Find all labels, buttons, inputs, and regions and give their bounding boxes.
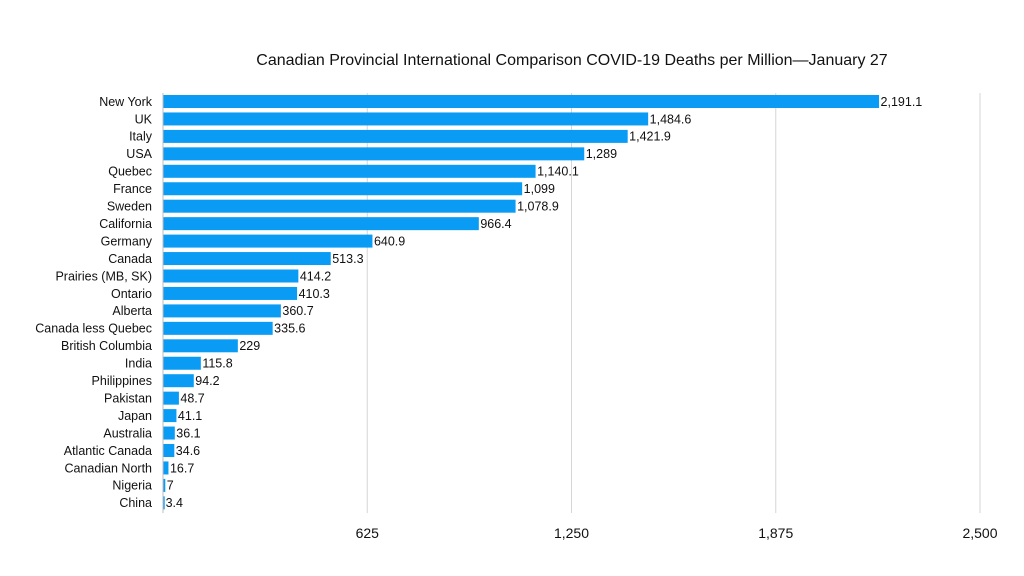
category-label: USA <box>126 147 152 161</box>
bar <box>163 147 585 161</box>
value-label: 640.9 <box>374 234 405 248</box>
value-label: 7 <box>167 479 174 493</box>
category-label: Japan <box>118 409 152 423</box>
value-label: 1,078.9 <box>517 200 559 214</box>
value-label: 229 <box>239 339 260 353</box>
value-label: 2,191.1 <box>881 95 923 109</box>
bar <box>163 339 238 353</box>
category-label: Atlantic Canada <box>64 444 152 458</box>
bar <box>163 496 165 510</box>
value-label: 48.7 <box>180 391 204 405</box>
x-tick-label: 1,875 <box>758 525 793 541</box>
value-label: 1,421.9 <box>629 130 671 144</box>
value-label: 41.1 <box>178 409 202 423</box>
category-label: New York <box>99 95 153 109</box>
value-label: 335.6 <box>274 322 305 336</box>
category-label: Prairies (MB, SK) <box>55 269 152 283</box>
category-label: Germany <box>101 234 153 248</box>
value-label: 34.6 <box>176 444 200 458</box>
value-label: 1,484.6 <box>650 112 692 126</box>
category-label: Canada <box>108 252 152 266</box>
labels: 625 1,250 1,875 2,500 New York 2,191.1 UK 1,484… <box>35 95 997 541</box>
bar <box>163 374 194 388</box>
bar <box>163 112 649 126</box>
bar <box>163 391 179 405</box>
category-label: UK <box>135 112 153 126</box>
bar <box>163 252 331 266</box>
bar <box>163 164 536 178</box>
category-label: Canada less Quebec <box>35 322 152 336</box>
value-label: 513.3 <box>332 252 363 266</box>
bar <box>163 461 169 475</box>
category-label: France <box>113 182 152 196</box>
bar <box>163 182 523 196</box>
value-label: 1,099 <box>524 182 555 196</box>
value-label: 966.4 <box>480 217 511 231</box>
category-label: Quebec <box>108 165 152 179</box>
value-label: 414.2 <box>300 269 331 283</box>
bar <box>163 129 628 143</box>
bar <box>163 304 281 318</box>
value-label: 3.4 <box>166 496 183 510</box>
value-label: 410.3 <box>299 287 330 301</box>
category-label: Nigeria <box>112 479 152 493</box>
bar <box>163 321 273 335</box>
value-label: 16.7 <box>170 461 194 475</box>
value-label: 115.8 <box>202 357 232 371</box>
category-label: California <box>99 217 152 231</box>
bar <box>163 409 177 423</box>
bars <box>163 95 880 510</box>
category-label: Philippines <box>92 374 152 388</box>
value-label: 36.1 <box>176 426 200 440</box>
category-label: Ontario <box>111 287 152 301</box>
value-label: 94.2 <box>195 374 219 388</box>
value-label: 360.7 <box>282 304 313 318</box>
x-tick-label: 2,500 <box>962 525 997 541</box>
bar <box>163 234 373 248</box>
category-label: Italy <box>129 130 153 144</box>
bar <box>163 444 175 457</box>
category-label: China <box>119 496 152 510</box>
category-label: Canadian North <box>64 461 152 475</box>
chart-title: Canadian Provincial International Compar… <box>256 52 888 69</box>
bar <box>163 95 880 108</box>
bar <box>163 269 299 283</box>
category-label: Australia <box>103 426 152 440</box>
category-label: Alberta <box>112 304 152 318</box>
x-tick-label: 625 <box>356 525 380 541</box>
bar <box>163 426 175 440</box>
bar <box>163 286 298 300</box>
category-label: Sweden <box>107 200 152 214</box>
category-label: Pakistan <box>104 391 152 405</box>
bar <box>163 217 479 231</box>
bar <box>163 199 516 213</box>
x-tick-label: 1,250 <box>554 525 589 541</box>
bar <box>163 356 201 370</box>
value-label: 1,140.1 <box>537 165 579 179</box>
category-label: British Columbia <box>61 339 152 353</box>
gridlines <box>162 93 981 513</box>
value-label: 1,289 <box>586 147 617 161</box>
category-label: India <box>125 357 152 371</box>
bar <box>163 478 166 492</box>
